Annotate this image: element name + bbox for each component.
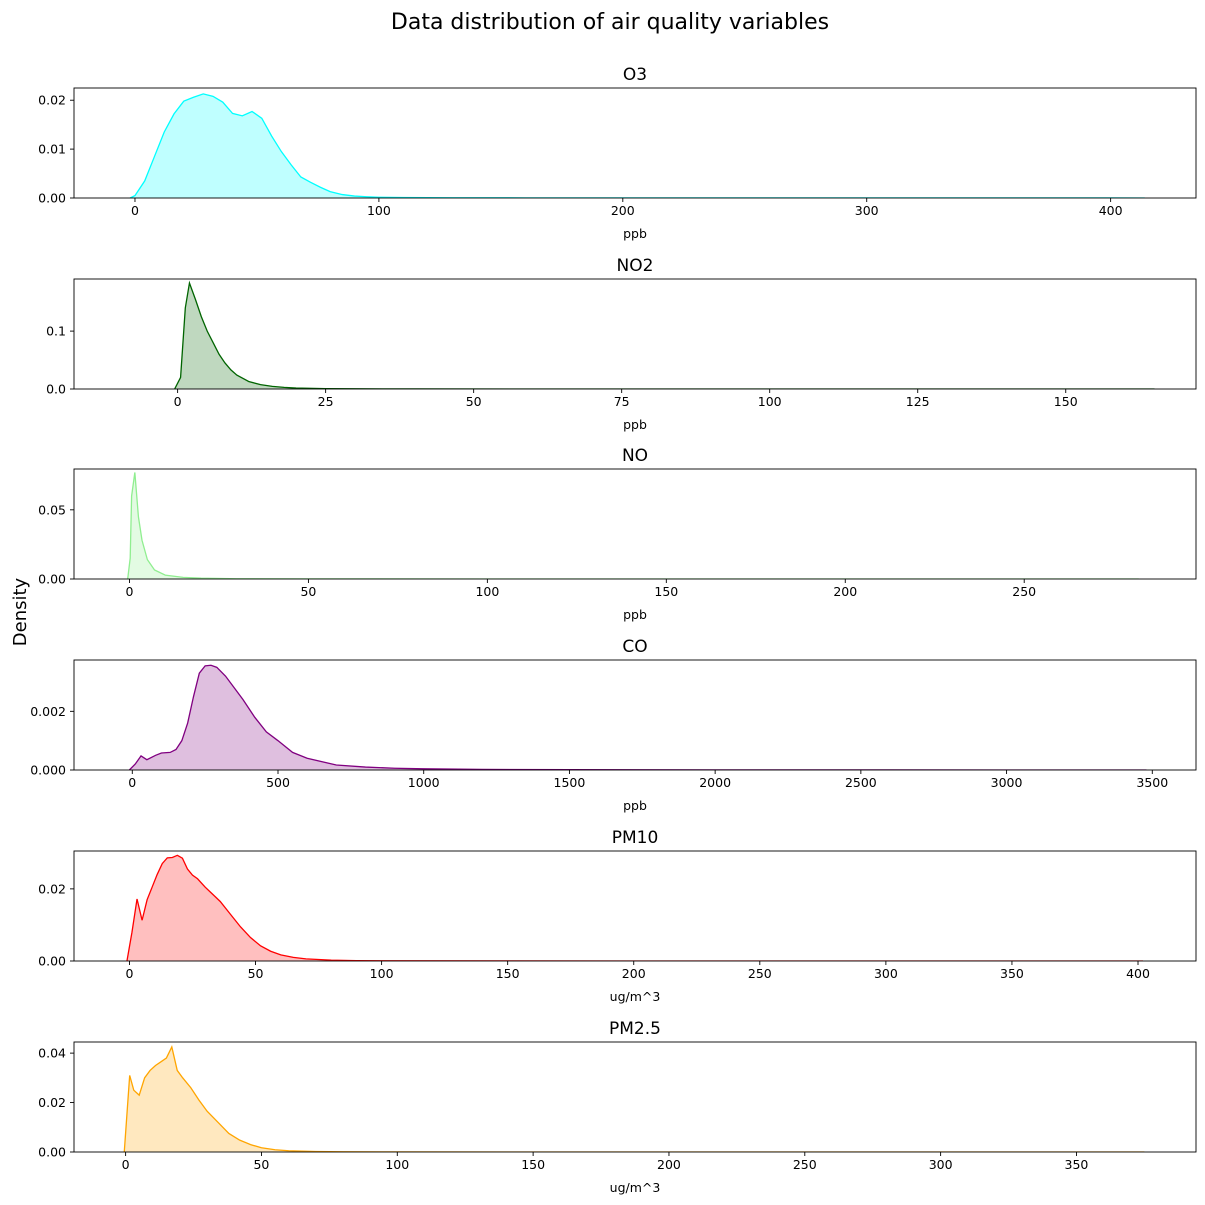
x-tick-label: 200: [657, 1157, 681, 1172]
y-tick-label: 0.0: [46, 382, 66, 397]
density-fill: [127, 472, 1139, 579]
y-tick-label: 0.02: [38, 881, 66, 896]
x-tick-label: 150: [521, 1157, 545, 1172]
x-tick-label: 2000: [699, 775, 731, 790]
axes-frame: [73, 850, 1197, 962]
x-tick-label: 0: [122, 1157, 130, 1172]
subplot-title: PM2.5: [609, 1019, 661, 1039]
y-tick-label: 0.1: [46, 324, 66, 339]
x-tick-label: 0: [125, 584, 133, 599]
x-tick-label: 200: [611, 203, 635, 218]
y-tick-label: 0.00: [38, 572, 66, 587]
y-tick-label: 0.00: [38, 954, 66, 969]
density-line: [174, 280, 1155, 389]
axes-frame: [73, 87, 1197, 199]
y-tick-label: 0.02: [38, 93, 66, 108]
x-tick-label: 400: [1126, 966, 1150, 981]
axes-frame: [73, 1041, 1197, 1153]
density-fill: [130, 93, 1145, 198]
x-tick-label: 0: [174, 394, 182, 409]
x-axis-label: ppb: [623, 417, 647, 432]
x-tick-label: 50: [248, 966, 264, 981]
subplot-no: 0 50 100 150 200 250 0.00 0.05 NO ppb: [38, 446, 1197, 622]
density-line: [123, 1045, 1145, 1152]
x-tick-label: 400: [1099, 203, 1123, 218]
x-axis-label: ppb: [623, 798, 647, 813]
density-fill: [124, 1046, 1145, 1152]
x-tick-label: 3000: [991, 775, 1023, 790]
density-line: [126, 854, 1144, 961]
subplot-title: O3: [623, 65, 647, 85]
y-tick-label: 0.05: [38, 502, 66, 517]
x-tick-label: 200: [622, 966, 646, 981]
x-tick-label: 0: [128, 775, 136, 790]
x-axis-label: ug/m^3: [610, 1180, 661, 1195]
x-tick-label: 300: [929, 1157, 953, 1172]
x-tick-label: 100: [370, 966, 394, 981]
x-tick-label: 250: [1012, 584, 1036, 599]
x-tick-label: 250: [793, 1157, 817, 1172]
x-tick-label: 500: [266, 775, 290, 790]
axes-frame: [73, 468, 1197, 580]
x-tick-label: 125: [906, 394, 930, 409]
subplot-pm10: 0 50 100 150 200 250 300 350 400 0.00 0.02 PM10 ug/m…: [38, 828, 1197, 1004]
axes-frame: [73, 659, 1197, 771]
x-tick-label: 0: [131, 203, 139, 218]
y-tick-label: 0.00: [38, 1145, 66, 1160]
x-tick-label: 75: [614, 394, 630, 409]
subplot-no2: 0 25 50 75 100 125 150 0.0 0.1 NO2 ppb: [46, 256, 1197, 432]
x-axis-label: ppb: [623, 607, 647, 622]
y-tick-label: 0.00: [38, 191, 66, 206]
y-tick-label: 0.02: [38, 1095, 66, 1110]
x-tick-label: 25: [318, 394, 334, 409]
density-fill: [126, 855, 1144, 961]
subplot-title: NO: [622, 446, 648, 466]
x-tick-label: 150: [1054, 394, 1078, 409]
x-tick-label: 100: [758, 394, 782, 409]
x-tick-label: 2500: [845, 775, 877, 790]
x-tick-label: 250: [748, 966, 772, 981]
density-line: [128, 664, 1147, 770]
x-tick-label: 1500: [554, 775, 586, 790]
y-tick-label: 0.002: [30, 704, 66, 719]
density-fill: [129, 665, 1147, 770]
x-tick-label: 150: [496, 966, 520, 981]
x-tick-label: 50: [466, 394, 482, 409]
x-tick-label: 50: [253, 1157, 269, 1172]
subplot-o3: 0 100 200 300 400 0.00 0.01 0.02 O3 ppb: [38, 65, 1197, 241]
y-tick-label: 0.000: [30, 763, 66, 778]
x-tick-label: 300: [855, 203, 879, 218]
x-tick-label: 350: [1065, 1157, 1089, 1172]
x-axis-label: ppb: [623, 226, 647, 241]
x-tick-label: 0: [125, 966, 133, 981]
x-tick-label: 350: [1000, 966, 1024, 981]
subplot-title: NO2: [617, 256, 654, 276]
y-tick-label: 0.01: [38, 142, 66, 157]
x-axis-label: ug/m^3: [610, 989, 661, 1004]
density-line: [127, 472, 1139, 579]
subplot-title: PM10: [612, 828, 659, 848]
x-tick-label: 50: [300, 584, 316, 599]
x-tick-label: 100: [385, 1157, 409, 1172]
density-fill: [174, 283, 1155, 389]
subplot-pm25: 0 50 100 150 200 250 300 350 0.00 0.02 0.04 PM2.5 ug…: [38, 1019, 1197, 1195]
subplot-title: CO: [622, 637, 647, 657]
x-tick-label: 300: [874, 966, 898, 981]
x-tick-label: 1000: [408, 775, 440, 790]
x-tick-label: 3500: [1136, 775, 1168, 790]
x-tick-label: 150: [654, 584, 678, 599]
x-tick-label: 200: [833, 584, 857, 599]
figure-y-label: Density: [10, 577, 31, 646]
x-tick-label: 100: [475, 584, 499, 599]
figure-title: Data distribution of air quality variabl…: [391, 10, 829, 35]
y-tick-label: 0.04: [38, 1046, 66, 1061]
axes-frame: [73, 278, 1197, 390]
subplot-co: 0 500 1000 1500 2000 2500 3000 3500 0.000 0.002 CO…: [30, 637, 1197, 813]
x-tick-label: 100: [367, 203, 391, 218]
